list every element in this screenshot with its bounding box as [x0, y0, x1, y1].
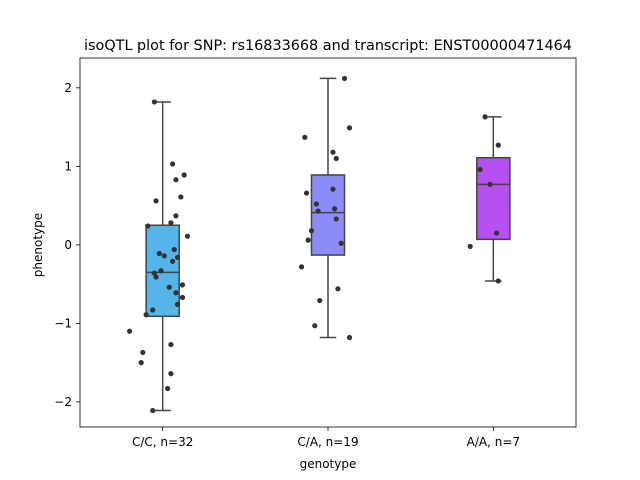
data-point: [477, 166, 483, 173]
data-point: [313, 201, 320, 207]
chart-title: isoQTL plot for SNP: rs16833668 and tran…: [84, 38, 572, 54]
box-3: [476, 156, 511, 241]
data-point: [173, 213, 179, 219]
data-point: [179, 294, 186, 301]
data-point: [333, 155, 339, 162]
data-point: [143, 312, 149, 318]
data-point: [298, 264, 305, 270]
data-point: [178, 194, 184, 200]
data-point: [335, 286, 341, 292]
data-point: [495, 142, 501, 148]
data-point: [346, 125, 353, 131]
data-point: [303, 190, 310, 196]
data-point: [338, 240, 344, 246]
data-point: [140, 349, 146, 356]
data-point: [184, 233, 191, 239]
data-point: [169, 258, 176, 264]
data-point: [168, 341, 174, 348]
x-tick-label: C/C, n=32: [132, 435, 193, 449]
data-point: [158, 268, 164, 274]
data-point: [153, 198, 159, 204]
data-point: [179, 282, 186, 288]
x-tick-label: C/A, n=19: [297, 435, 358, 449]
data-point: [165, 385, 171, 392]
data-point: [166, 284, 172, 290]
y-tick-label: −1: [54, 316, 72, 330]
data-point: [153, 274, 159, 280]
data-point: [168, 220, 174, 226]
data-point: [138, 360, 144, 366]
data-point: [317, 297, 323, 304]
data-point: [312, 323, 318, 329]
data-point: [151, 270, 157, 276]
data-point: [330, 186, 336, 192]
data-point: [302, 134, 308, 140]
y-tick-label: 0: [64, 238, 72, 252]
data-point: [305, 237, 311, 243]
data-point: [487, 181, 493, 188]
data-point: [171, 246, 177, 253]
data-point: [174, 254, 181, 261]
x-tick-label: A/A, n=7: [467, 435, 520, 449]
data-point: [315, 208, 321, 214]
data-point: [173, 177, 179, 183]
data-point: [168, 371, 174, 377]
data-point: [151, 99, 157, 105]
data-point: [145, 223, 151, 229]
data-point: [150, 307, 156, 313]
data-point: [333, 216, 339, 222]
y-tick-label: 2: [64, 81, 72, 95]
data-point: [330, 149, 336, 155]
data-point: [150, 407, 156, 414]
data-point: [467, 243, 473, 250]
data-point: [341, 75, 348, 82]
y-tick-label: −2: [54, 395, 72, 409]
data-point: [161, 253, 167, 259]
y-axis-label: phenotype: [31, 213, 45, 277]
data-point: [482, 114, 488, 120]
data-point: [495, 278, 501, 284]
data-point: [332, 206, 338, 212]
y-tick-label: 1: [64, 159, 72, 173]
box-2: [310, 174, 346, 256]
plot-area: −2 −1 0 1 2 C/C, n=32 C/A, n=19 A/A, n=7: [54, 57, 577, 449]
data-point: [169, 161, 176, 167]
data-point: [494, 230, 500, 236]
data-point: [308, 228, 315, 234]
data-point: [174, 301, 181, 308]
data-point: [173, 290, 179, 296]
data-point: [346, 334, 353, 341]
data-point: [127, 328, 133, 334]
x-axis-label: genotype: [300, 457, 357, 471]
data-point: [181, 172, 187, 178]
data-point: [156, 250, 162, 257]
